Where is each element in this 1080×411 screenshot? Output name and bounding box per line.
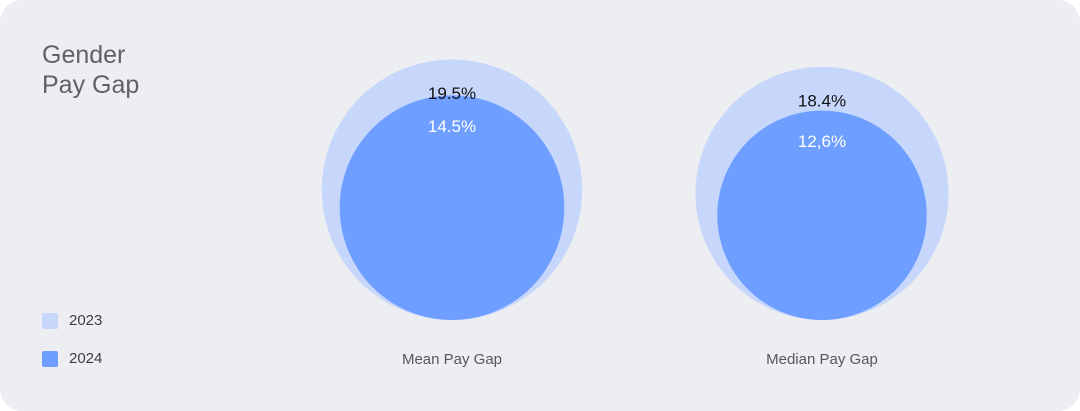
legend-label: 2023 [69,312,102,329]
legend-swatch [42,313,58,329]
value-label: 19.5% [428,84,476,103]
chart-title: Gender Pay Gap [42,41,140,99]
value-label: 12,6% [798,132,846,151]
category-label: Mean Pay Gap [402,351,502,368]
value-label: 18.4% [798,91,846,110]
bubble [717,110,927,320]
bubble [339,95,565,320]
value-label: 14.5% [428,117,476,136]
category-label: Median Pay Gap [766,351,878,368]
legend-swatch [42,351,58,367]
legend-label: 2024 [69,350,102,367]
